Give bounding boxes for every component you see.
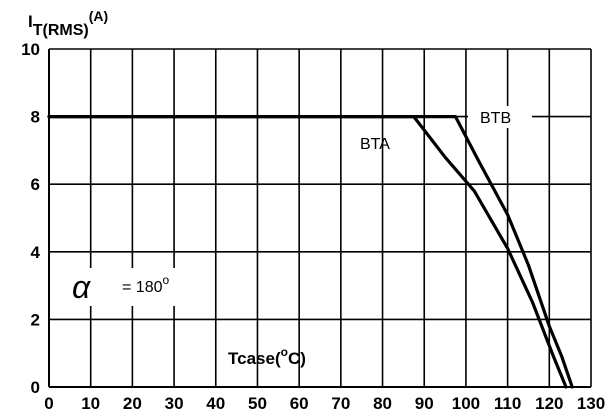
y-tick-label-8: 8 — [31, 108, 40, 127]
y-tick-label-4: 4 — [31, 243, 41, 262]
annotation-background — [66, 268, 194, 306]
series-label-btb-background — [468, 106, 532, 128]
x-tick-label-0: 0 — [44, 394, 53, 413]
x-tick-label-20: 20 — [123, 394, 142, 413]
x-tick-label-10: 10 — [81, 394, 100, 413]
y-tick-label-6: 6 — [31, 175, 40, 194]
x-tick-label-30: 30 — [165, 394, 184, 413]
x-tick-label-110: 110 — [494, 394, 521, 413]
series-label-btb: BTB — [480, 110, 511, 127]
y-axis-label: IT(RMS)(A) — [28, 8, 108, 39]
series-line-bta — [47, 114, 568, 389]
x-tick-label-50: 50 — [248, 394, 267, 413]
series-label-bta: BTA — [360, 136, 390, 153]
alpha-symbol: α — [72, 269, 91, 305]
x-tick-label-80: 80 — [373, 394, 392, 413]
x-axis-label-base: Tcase( — [228, 349, 281, 368]
x-axis-label-tail: C) — [288, 349, 306, 368]
y-axis-label-base: I — [28, 12, 33, 31]
y-tick-label-0: 0 — [31, 378, 40, 397]
y-axis-label-subscript: T(RMS) — [33, 22, 89, 39]
x-tick-label-100: 100 — [452, 394, 480, 413]
y-tick-label-2: 2 — [31, 310, 40, 329]
y-axis-label-unit: (A) — [89, 8, 108, 24]
x-tick-label-90: 90 — [415, 394, 434, 413]
annotation-text: = 180o — [122, 273, 169, 296]
annotation-superscript: o — [162, 273, 169, 287]
series-line-btb — [47, 114, 574, 389]
curves — [47, 114, 574, 389]
annotation-value: = 180 — [122, 279, 163, 296]
y-tick-label-10: 10 — [21, 40, 40, 59]
x-axis-label-superscript: o — [281, 345, 288, 359]
x-tick-label-40: 40 — [206, 394, 225, 413]
x-tick-label-120: 120 — [535, 394, 563, 413]
x-tick-label-60: 60 — [290, 394, 309, 413]
x-tick-label-130: 130 — [577, 394, 605, 413]
x-axis-label: Tcase(oC) — [228, 345, 306, 368]
tick-labels: 0 10 20 30 40 50 60 70 80 90 100 110 120 130 0 2 4 6 8 10 — [21, 40, 605, 413]
x-tick-label-70: 70 — [331, 394, 350, 413]
